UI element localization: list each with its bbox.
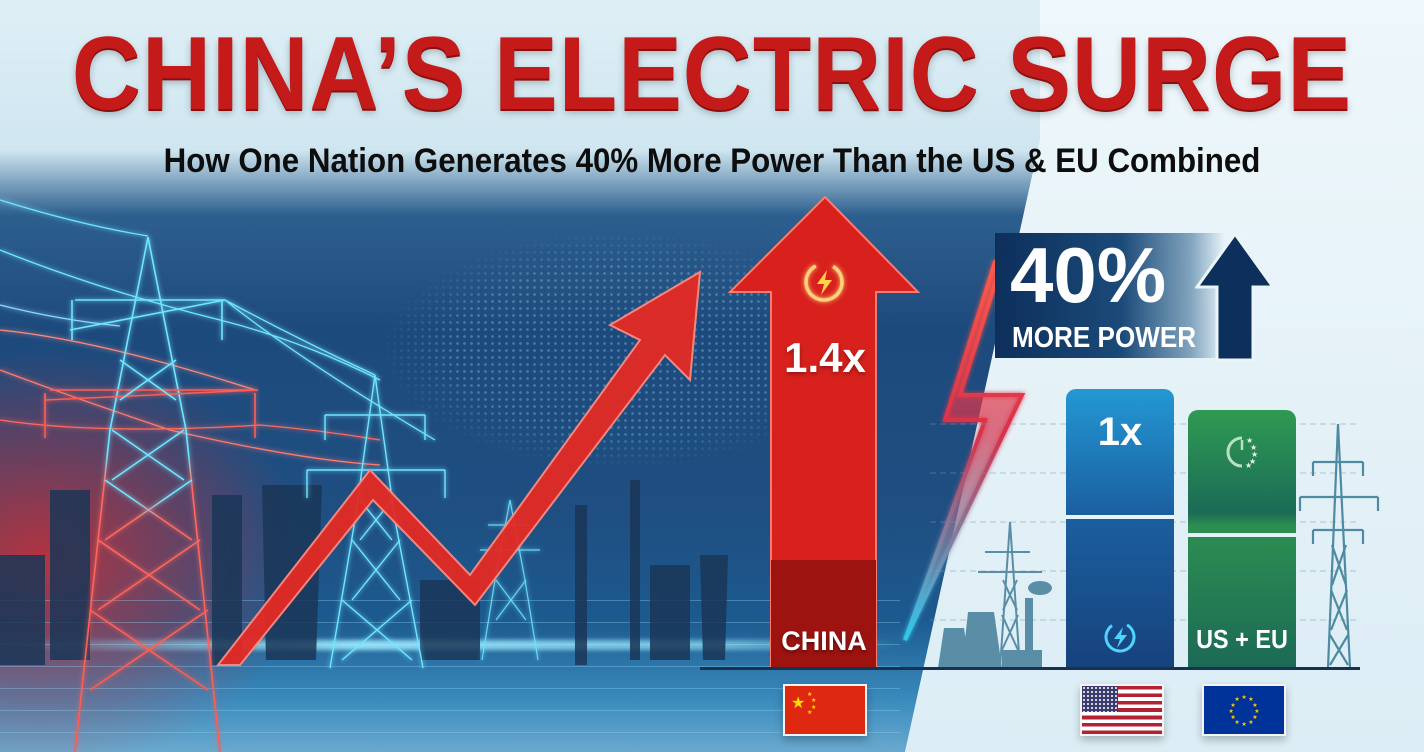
svg-text:★: ★ bbox=[1251, 450, 1258, 459]
up-arrow-icon bbox=[1195, 232, 1275, 362]
us-flag bbox=[1080, 684, 1164, 736]
callout-banner bbox=[995, 233, 1225, 358]
svg-text:★: ★ bbox=[791, 695, 805, 712]
transmission-tower-blue bbox=[306, 374, 446, 669]
svg-text:★: ★ bbox=[1254, 708, 1259, 715]
us-eu-multiplier: 1x bbox=[1097, 410, 1143, 454]
page-subtitle: How One Nation Generates 40% More Power … bbox=[163, 142, 1261, 180]
svg-text:★: ★ bbox=[1249, 457, 1256, 466]
svg-text:★: ★ bbox=[1230, 702, 1235, 709]
svg-text:★: ★ bbox=[1246, 436, 1253, 445]
svg-text:★: ★ bbox=[807, 709, 812, 716]
power-lines bbox=[0, 199, 436, 466]
transmission-tower-right bbox=[1298, 423, 1380, 669]
china-flag: ★ ★ ★ ★ ★ bbox=[783, 684, 867, 736]
chart-baseline bbox=[700, 667, 1360, 670]
svg-text:★: ★ bbox=[1241, 721, 1246, 728]
svg-text:★: ★ bbox=[1230, 714, 1235, 721]
svg-text:★: ★ bbox=[1245, 461, 1252, 470]
svg-text:★: ★ bbox=[1248, 719, 1253, 726]
power-plant-silhouette bbox=[938, 581, 1052, 668]
callout-text: MORE POWER bbox=[1012, 322, 1197, 354]
rising-trend-arrow bbox=[215, 270, 702, 666]
svg-text:★: ★ bbox=[1234, 696, 1239, 703]
eu-power-stars-icon: ★★★★★ bbox=[1226, 436, 1258, 470]
transmission-tower-red bbox=[44, 236, 259, 752]
eu-bar bbox=[1188, 410, 1296, 667]
china-multiplier: 1.4x bbox=[784, 334, 866, 381]
svg-text:★: ★ bbox=[811, 704, 816, 711]
transmission-tower-small-right bbox=[978, 521, 1042, 669]
china-bar-arrow bbox=[727, 195, 921, 669]
page-title: CHINA’S ELECTRIC SURGE bbox=[71, 16, 1353, 132]
us-bar bbox=[1066, 389, 1174, 667]
svg-text:★: ★ bbox=[1252, 714, 1257, 721]
callout-percent: 40% bbox=[1010, 231, 1167, 319]
power-bolt-icon bbox=[1104, 621, 1136, 653]
svg-text:★: ★ bbox=[1234, 719, 1239, 726]
eu-flag: ★ ★ ★ ★ ★ ★ ★ ★ ★ ★ ★ ★ bbox=[1202, 684, 1286, 736]
china-label: CHINA bbox=[781, 626, 867, 656]
svg-text:★: ★ bbox=[1241, 694, 1246, 701]
svg-text:★: ★ bbox=[807, 691, 812, 698]
svg-text:★: ★ bbox=[811, 697, 816, 704]
svg-text:★: ★ bbox=[1252, 702, 1257, 709]
us-eu-label: US + EU bbox=[1196, 624, 1288, 654]
svg-text:★: ★ bbox=[1228, 708, 1233, 715]
svg-text:★: ★ bbox=[1248, 696, 1253, 703]
svg-text:★: ★ bbox=[1250, 443, 1257, 452]
